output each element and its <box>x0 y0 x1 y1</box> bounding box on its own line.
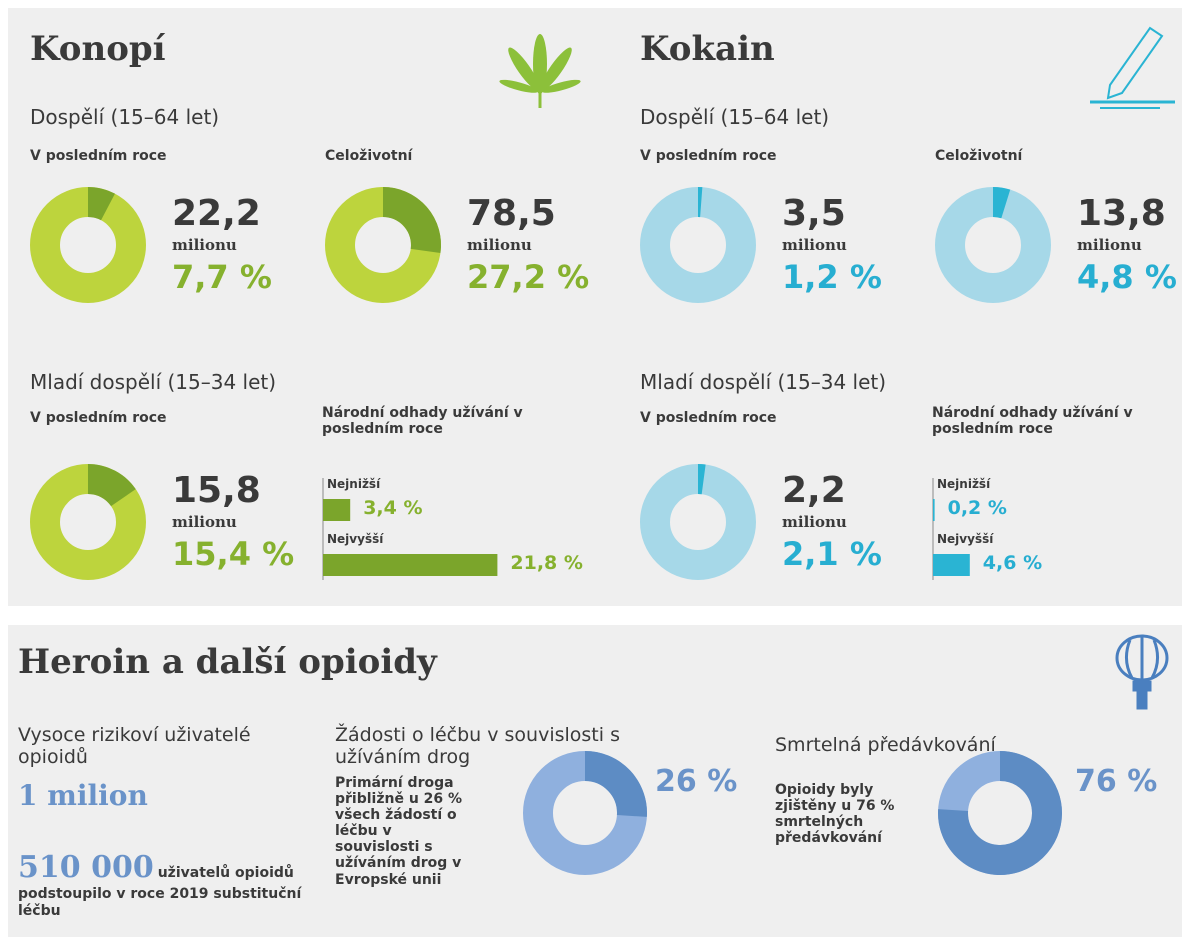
section-label: Celoživotní <box>325 148 413 164</box>
unit: milionu <box>1077 236 1142 254</box>
section-label: V posledním roce <box>30 410 167 426</box>
percent: 1,2 % <box>782 258 882 296</box>
donut-segment <box>382 187 441 253</box>
count: 15,8 <box>172 470 261 511</box>
percent: 2,1 % <box>782 535 882 573</box>
unit: milionu <box>172 236 237 254</box>
unit: milionu <box>467 236 532 254</box>
section-title: Kokain <box>640 29 775 69</box>
panel <box>8 8 1182 606</box>
section-title: Konopí <box>30 29 166 69</box>
count: 13,8 <box>1077 193 1166 234</box>
stat-heading: Žádosti o léčbu v souvislosti s užíváním… <box>335 724 620 768</box>
bar-value: 4,6 % <box>982 552 1043 574</box>
count: 1 milion <box>18 779 148 812</box>
donut-segment <box>584 751 647 817</box>
donut-segment <box>938 751 1062 875</box>
count: 78,5 <box>467 193 556 234</box>
description: Primární droga přibližně u 26 % všech žá… <box>335 775 463 888</box>
section-label: V posledním roce <box>640 410 777 426</box>
bar <box>323 554 498 576</box>
cannabis-icon <box>499 34 581 108</box>
unit: milionu <box>172 513 237 531</box>
percent: 4,8 % <box>1077 258 1177 296</box>
pencil-icon <box>1090 26 1175 109</box>
group-heading: Mladí dospělí (15–34 let) <box>640 370 887 394</box>
donut-segment <box>87 464 136 507</box>
donut-segment <box>992 187 1011 219</box>
unit: milionu <box>782 513 847 531</box>
percent: 26 % <box>655 764 738 799</box>
count: 2,2 <box>782 470 846 511</box>
section-label: Celoživotní <box>935 148 1023 164</box>
bar-value: 21,8 % <box>510 552 583 574</box>
bar-label: Nejvyšší <box>327 532 384 546</box>
group-heading: Mladí dospělí (15–34 let) <box>30 370 277 394</box>
bar-label: Nejvyšší <box>937 532 994 546</box>
national-label: Národní odhady užívání v posledním roce <box>322 405 523 438</box>
treated-count: 510 000 <box>18 850 154 885</box>
bar <box>323 499 351 521</box>
bar-value: 0,2 % <box>947 497 1007 519</box>
treated-text: uživatelů opioidů podstoupilo v roce 201… <box>18 865 302 919</box>
percent: 76 % <box>1075 764 1158 799</box>
section-title: Heroin a další opioidy <box>18 642 437 682</box>
bar-value: 3,4 % <box>363 497 423 519</box>
group-heading: Dospělí (15–64 let) <box>30 105 220 129</box>
section-label: V posledním roce <box>30 148 167 164</box>
bar <box>933 554 970 576</box>
stat-heading: Smrtelná předávkování <box>775 734 996 756</box>
poppy-icon <box>1115 634 1169 710</box>
description: Opioidy byly zjištěny u 76 % smrtelných … <box>775 782 895 847</box>
group-heading: Dospělí (15–64 let) <box>640 105 830 129</box>
national-label: Národní odhady užívání v posledním roce <box>932 405 1133 438</box>
count: 22,2 <box>172 193 261 234</box>
stat-label: Vysoce rizikoví uživatelé opioidů <box>18 724 251 768</box>
percent: 7,7 % <box>172 258 272 296</box>
donut-segment <box>87 187 115 221</box>
percent: 15,4 % <box>172 535 295 573</box>
bar <box>933 499 935 521</box>
count: 3,5 <box>782 193 846 234</box>
section-label: V posledním roce <box>640 148 777 164</box>
unit: milionu <box>782 236 847 254</box>
bar-label: Nejnižší <box>937 477 991 491</box>
percent: 27,2 % <box>467 258 590 296</box>
bar-label: Nejnižší <box>327 477 381 491</box>
treated-stat: 510 000 uživatelů opioidů podstoupilo v r… <box>18 850 333 920</box>
